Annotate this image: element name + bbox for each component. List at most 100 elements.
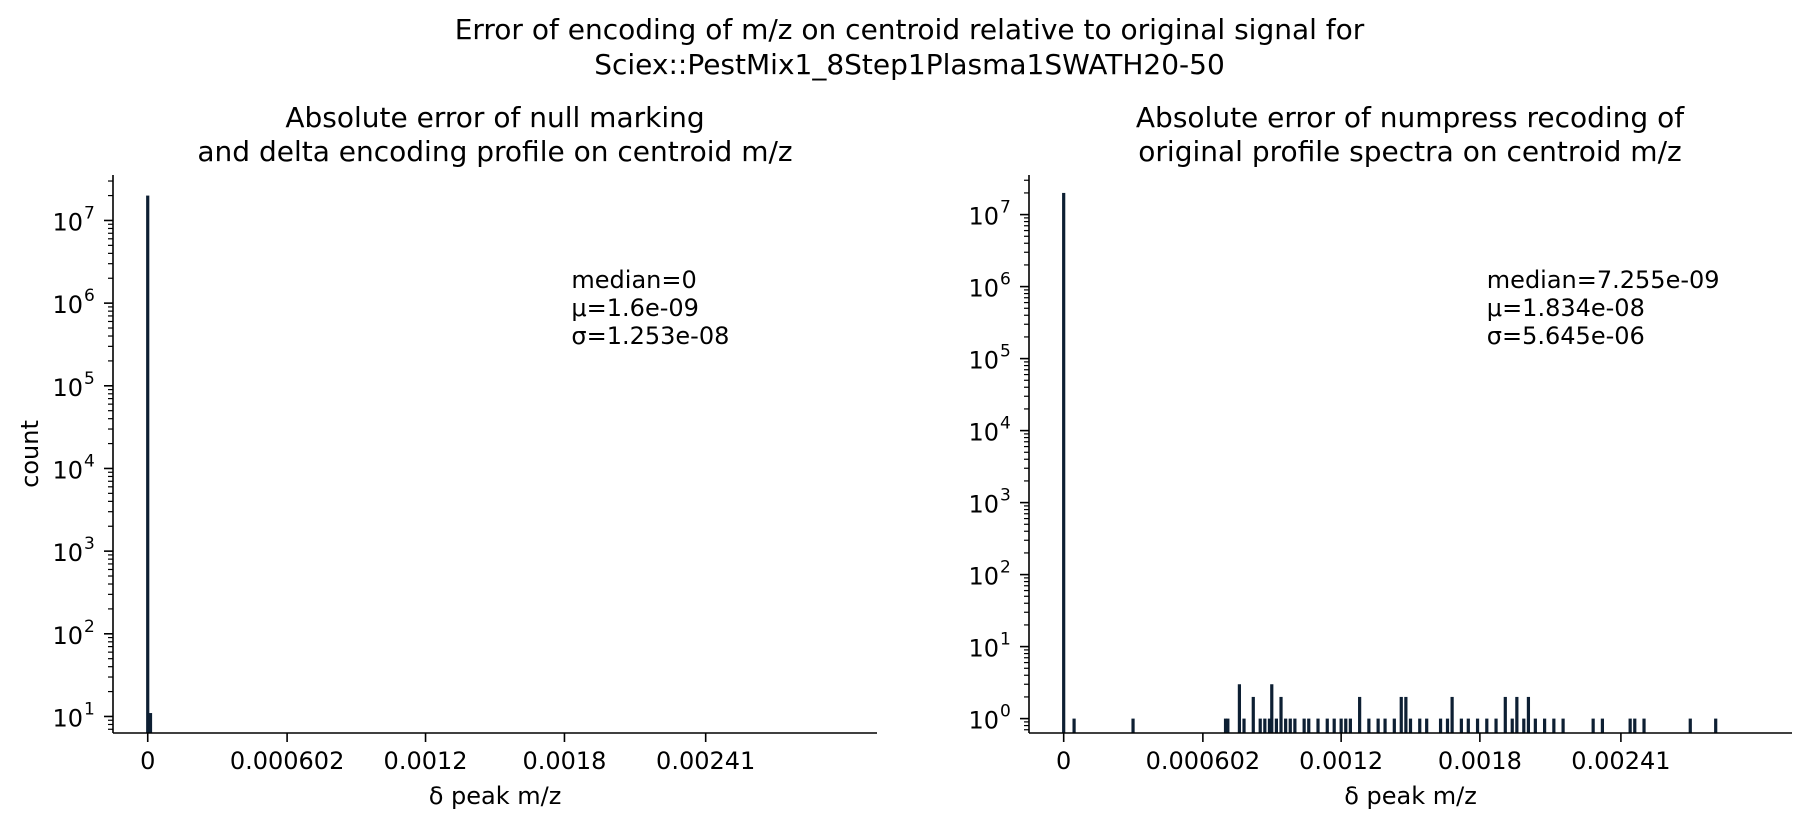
histogram-bar [1522, 718, 1526, 733]
histogram-bar [1288, 718, 1292, 733]
y-tick-exponent: 3 [84, 534, 95, 554]
y-tick-label: 10 [52, 456, 83, 484]
histogram-bar [1344, 718, 1348, 733]
stats-annotation-line: μ=1.834e-08 [1487, 294, 1645, 322]
histogram-bar [1485, 718, 1489, 733]
histogram-bar [1307, 718, 1311, 733]
histogram-bar [1131, 718, 1135, 733]
histogram-bar [1223, 718, 1228, 733]
histogram-bar [1459, 718, 1463, 733]
histogram-bar [1475, 718, 1480, 733]
y-tick-label: 10 [52, 622, 83, 650]
y-tick-exponent: 2 [1000, 558, 1011, 578]
histogram-bar [1543, 718, 1547, 733]
histogram-bar [1348, 718, 1352, 733]
x-tick-label: 0 [140, 747, 155, 775]
y-tick-exponent: 0 [1000, 702, 1011, 722]
histogram-bar [1510, 718, 1514, 733]
stats-annotation-line: median=7.255e-09 [1487, 266, 1720, 294]
histogram-bar [1526, 696, 1531, 733]
y-tick-label: 10 [52, 704, 83, 732]
histogram-bar [1688, 718, 1692, 733]
subplot-2: Absolute error of numpress recoding ofor… [968, 101, 1792, 810]
histogram-bar [1438, 718, 1443, 733]
y-tick-exponent: 5 [1000, 342, 1011, 362]
histogram-bar [1515, 696, 1519, 733]
y-tick-exponent: 2 [84, 617, 95, 637]
histogram-bar [1714, 718, 1718, 733]
x-tick-label: 0.00241 [656, 747, 755, 775]
y-tick-exponent: 4 [84, 451, 95, 471]
histogram-bar [1258, 718, 1262, 733]
subplot-2-title-line-1: Absolute error of numpress recoding of [1136, 101, 1685, 134]
histogram-bar [1284, 718, 1288, 733]
suptitle-line-2: Sciex::PestMix1_8Step1Plasma1SWATH20-50 [594, 48, 1225, 81]
histogram-bar [1279, 696, 1283, 733]
x-axis-label: δ peak m/z [429, 782, 562, 810]
histogram-bar [1263, 718, 1267, 733]
stats-annotation-line: σ=5.645e-06 [1487, 322, 1645, 350]
histogram-bar [1302, 718, 1306, 733]
histogram-bar [1251, 696, 1255, 733]
y-tick-label: 10 [968, 203, 999, 231]
stats-annotation-line: μ=1.6e-09 [571, 294, 699, 322]
histogram-bar [1533, 718, 1537, 733]
histogram-bar [1332, 718, 1336, 733]
y-tick-exponent: 3 [1000, 486, 1011, 506]
stats-annotation-line: median=0 [571, 266, 696, 294]
y-tick-exponent: 4 [1000, 414, 1011, 434]
y-tick-label: 10 [52, 374, 83, 402]
histogram-bar [1399, 696, 1403, 733]
y-tick-label: 10 [52, 539, 83, 567]
stats-annotation-line: σ=1.253e-08 [571, 322, 729, 350]
histogram-bar [1316, 718, 1320, 733]
y-tick-label: 10 [968, 275, 999, 303]
x-tick-label: 0.0012 [1299, 747, 1383, 775]
histogram-bar [1628, 718, 1632, 733]
histogram-bar [1494, 718, 1498, 733]
histogram-bar [1376, 718, 1380, 733]
y-tick-label: 10 [968, 635, 999, 663]
y-tick-exponent: 7 [84, 203, 95, 223]
histogram-bar [1367, 718, 1371, 733]
x-tick-label: 0 [1056, 747, 1071, 775]
histogram-bar [1325, 718, 1329, 733]
histogram-bar [1072, 718, 1076, 733]
histogram-bar [146, 195, 150, 733]
y-tick-exponent: 1 [1000, 630, 1011, 650]
y-tick-label: 10 [968, 491, 999, 519]
y-tick-exponent: 5 [84, 369, 95, 389]
histogram-bar [1267, 718, 1272, 733]
histogram-bar [1339, 718, 1343, 733]
y-tick-label: 10 [968, 419, 999, 447]
y-tick-exponent: 6 [1000, 270, 1011, 290]
histogram-bar [1425, 718, 1429, 733]
x-tick-label: 0.0012 [384, 747, 468, 775]
histogram-bar [1226, 718, 1230, 733]
y-tick-label: 10 [968, 707, 999, 735]
histogram-bar [1383, 718, 1387, 733]
x-tick-label: 0.00241 [1571, 747, 1670, 775]
histogram-bar [148, 713, 153, 733]
histogram-bar [1404, 696, 1408, 733]
suptitle-line-1: Error of encoding of m/z on centroid rel… [454, 13, 1365, 46]
histogram-bar [1408, 718, 1413, 733]
subplot-2-title-line-2: original profile spectra on centroid m/z [1138, 135, 1681, 168]
x-tick-label: 0.0018 [1438, 747, 1522, 775]
histogram-bar [1591, 718, 1595, 733]
histogram-bar [1392, 718, 1396, 733]
y-axis-label: count [16, 420, 44, 488]
histogram-bar [1466, 718, 1470, 733]
x-tick-label: 0.0018 [522, 747, 606, 775]
histogram-bar [1633, 718, 1637, 733]
y-tick-label: 10 [52, 291, 83, 319]
histogram-bar [1642, 718, 1646, 733]
histogram-bar [1552, 718, 1556, 733]
histogram-bar [1358, 696, 1362, 733]
x-tick-label: 0.000602 [230, 747, 345, 775]
y-tick-exponent: 6 [84, 286, 95, 306]
histogram-bar [1237, 684, 1242, 733]
y-tick-label: 10 [968, 563, 999, 591]
